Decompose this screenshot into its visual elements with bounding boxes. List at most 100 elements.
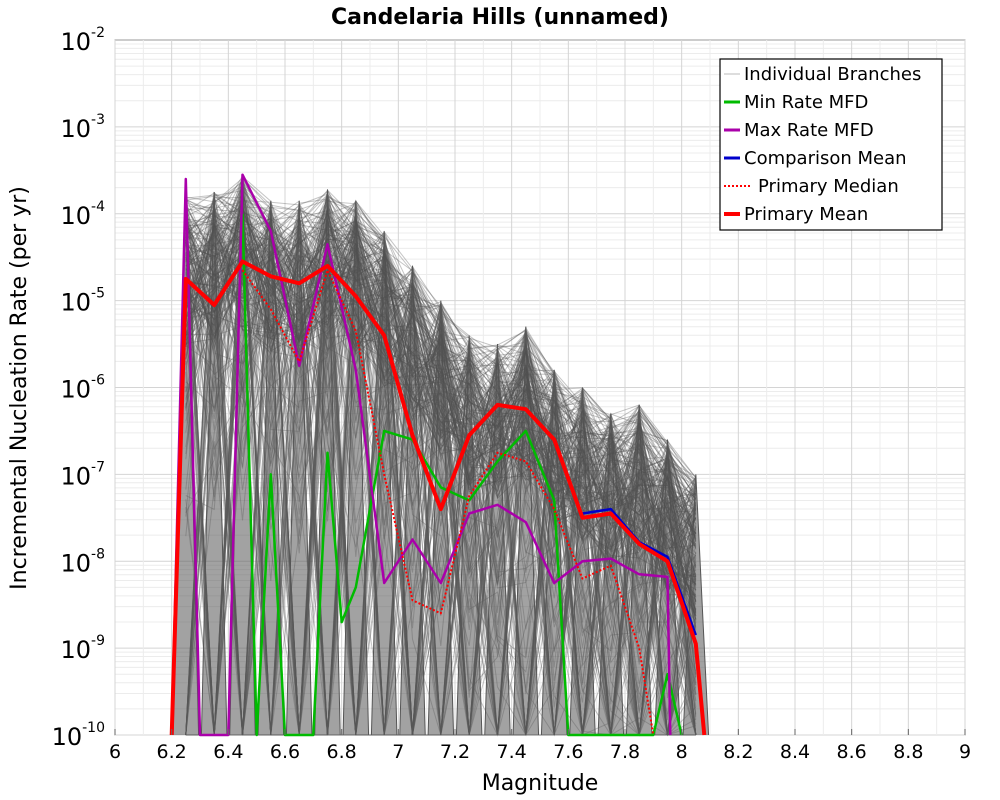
branch-line: [185, 200, 697, 736]
x-tick-label: 9: [959, 741, 971, 763]
branch-line: [185, 185, 696, 736]
branch-line: [185, 193, 697, 736]
branch-line: [185, 180, 697, 736]
branch-line: [185, 214, 697, 605]
branch-line: [185, 197, 697, 630]
x-tick-label: 8.8: [893, 741, 923, 763]
y-tick-label: 10-7: [60, 459, 105, 490]
branch-line: [185, 231, 697, 598]
branch-line: [185, 254, 697, 576]
branch-line: [185, 196, 697, 736]
branch-spike: [285, 200, 313, 736]
branch-line: [185, 182, 697, 736]
branch-line: [185, 207, 697, 736]
branch-line: [185, 205, 697, 577]
branch-line: [185, 226, 697, 619]
branch-line: [185, 190, 696, 737]
series-primary-mean: [169, 259, 707, 736]
branch-line: [185, 241, 696, 578]
branch-line: [185, 179, 697, 736]
branch-line: [185, 205, 697, 736]
branch-line: [185, 218, 697, 622]
branch-line: [185, 194, 697, 554]
branch-line: [185, 192, 697, 736]
branch-line: [185, 232, 697, 736]
branch-line: [185, 251, 697, 736]
branch-spike: [370, 231, 398, 736]
branch-line: [185, 257, 697, 613]
branch-line: [185, 228, 697, 736]
branch-line: [185, 246, 696, 736]
branch-spike: [399, 265, 426, 736]
branch-line: [185, 220, 697, 736]
branch-line: [185, 309, 697, 736]
branch-line: [185, 229, 697, 736]
branch-line: [185, 223, 697, 597]
branch-line: [185, 193, 697, 736]
y-axis-ticks: 10-2 10-3 10-4 10-5 10-6 10-7 10-8 10-9 10-10: [52, 25, 106, 751]
branch-line: [185, 209, 697, 589]
branch-line: [185, 208, 697, 595]
branch-spike: [682, 474, 710, 736]
branch-line: [185, 219, 697, 736]
x-tick-label: 7.6: [553, 741, 583, 763]
chart-title: Candelaria Hills (unnamed): [331, 5, 669, 30]
branch-line: [185, 201, 697, 736]
branch-line: [185, 212, 697, 736]
y-tick-label: 10-8: [60, 546, 105, 577]
legend-label: Max Rate MFD: [744, 120, 874, 141]
branch-line: [185, 220, 697, 736]
x-tick-label: 8: [676, 741, 688, 763]
legend-label: Primary Median: [758, 176, 899, 197]
branch-line: [185, 251, 697, 541]
branch-line: [185, 259, 697, 736]
y-tick-label: 10-10: [52, 720, 105, 751]
branch-line: [185, 204, 697, 736]
branch-line: [185, 225, 697, 584]
branch-line: [185, 205, 697, 736]
branch-line: [185, 212, 697, 736]
branch-line: [185, 222, 697, 592]
branch-line: [185, 192, 697, 736]
branch-line: [185, 219, 697, 737]
branch-line: [185, 199, 697, 736]
branch-line: [185, 218, 697, 585]
branch-line: [185, 213, 697, 616]
branch-line: [185, 233, 697, 613]
branch-line: [185, 222, 697, 736]
branch-line: [185, 257, 697, 585]
branch-line: [185, 208, 697, 737]
branch-line: [185, 206, 696, 736]
branch-line: [185, 193, 696, 736]
branch-line: [185, 218, 697, 571]
x-tick-label: 6.8: [327, 741, 357, 763]
branch-line: [185, 196, 697, 736]
branch-line: [185, 206, 697, 736]
branch-line: [185, 201, 697, 736]
branch-line: [185, 230, 697, 736]
branch-line: [185, 211, 697, 597]
branch-line: [185, 230, 697, 736]
branch-line: [185, 243, 697, 547]
y-tick-label: 10-4: [60, 199, 105, 230]
branch-line: [185, 198, 697, 736]
branch-line: [185, 233, 697, 736]
branch-line: [185, 177, 697, 736]
branch-line: [185, 270, 697, 736]
branch-spike: [597, 413, 625, 736]
branch-line: [185, 202, 697, 736]
branch-line: [185, 197, 697, 736]
branch-line: [185, 229, 697, 736]
branch-line: [185, 237, 697, 602]
branch-line: [185, 209, 696, 553]
branch-line: [185, 196, 697, 736]
branch-line: [185, 195, 697, 736]
branch-line: [185, 189, 697, 736]
branch-spike: [512, 326, 540, 736]
branch-line: [185, 218, 697, 554]
branch-line: [185, 217, 697, 736]
branch-line: [185, 179, 697, 736]
branch-line: [185, 212, 697, 620]
branch-line: [185, 249, 697, 736]
branch-line: [185, 185, 697, 737]
